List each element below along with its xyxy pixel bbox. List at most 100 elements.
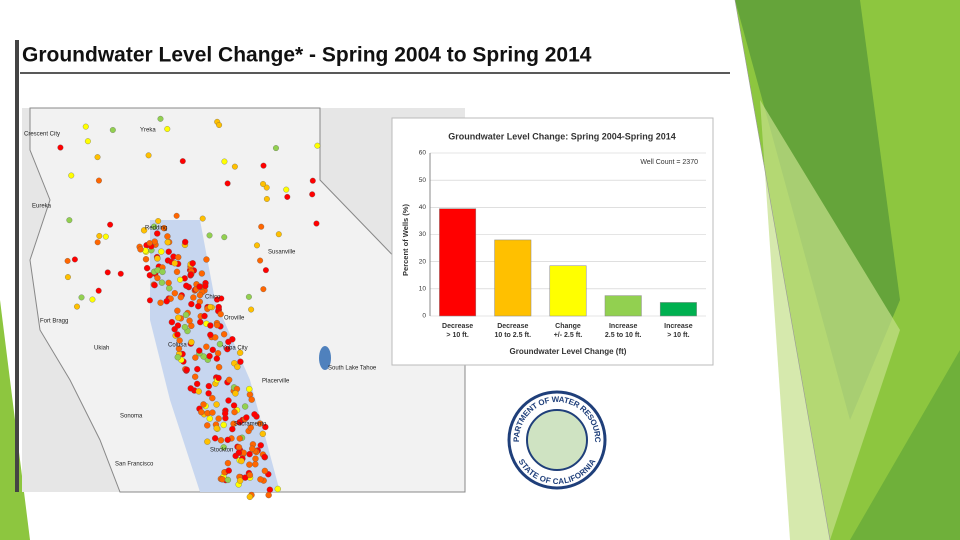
- map-label: Oroville: [224, 316, 245, 322]
- map-dot: [68, 172, 75, 179]
- map-dot: [260, 162, 267, 169]
- map-dot: [164, 126, 171, 132]
- map-dot: [209, 346, 216, 353]
- map-dot: [256, 420, 264, 427]
- map-dot: [154, 255, 161, 262]
- map-dot: [238, 457, 245, 465]
- map-label: Placerville: [262, 379, 290, 385]
- map-label: Susanville: [268, 250, 296, 256]
- map-dot: [160, 225, 168, 232]
- map-dot: [171, 290, 178, 297]
- map-dot: [309, 177, 316, 184]
- map-dot: [221, 234, 228, 241]
- map-dot: [96, 233, 103, 239]
- map-dot: [117, 270, 124, 277]
- map-dot: [177, 294, 184, 301]
- map-label: Eureka: [32, 204, 52, 210]
- map-dot: [231, 163, 238, 170]
- map-dot: [261, 467, 269, 475]
- map-dot: [158, 248, 165, 255]
- map-dot: [102, 233, 109, 240]
- map-dot: [284, 193, 291, 200]
- map-label: Crescent City: [24, 132, 60, 138]
- map-dot: [283, 186, 290, 193]
- map-dot: [174, 322, 182, 329]
- y-tick-label: 40: [419, 204, 427, 211]
- y-tick-label: 50: [419, 177, 427, 184]
- map-dot: [181, 323, 189, 331]
- map-dot: [71, 256, 78, 263]
- map-label: Fort Bragg: [40, 319, 68, 325]
- map-dot: [187, 385, 194, 392]
- map-dot: [220, 331, 228, 338]
- map-dot: [206, 232, 213, 239]
- map-dot: [173, 212, 180, 219]
- map-dot: [74, 303, 80, 310]
- map-dot: [158, 279, 166, 286]
- state-shape: [29, 107, 466, 493]
- map-dot: [215, 415, 222, 422]
- map-dot: [207, 322, 214, 329]
- map-dot: [206, 415, 213, 422]
- map-dot: [206, 352, 213, 360]
- map-dot: [157, 115, 164, 122]
- map-label: Ukiah: [94, 346, 109, 352]
- map-dot: [176, 337, 183, 344]
- map-dot: [249, 445, 256, 452]
- map-dot: [104, 269, 111, 276]
- map-dot: [207, 331, 214, 338]
- map-label: Sonoma: [120, 414, 143, 420]
- map-dot: [274, 485, 281, 493]
- map-dot: [171, 260, 178, 267]
- map-label: Redding: [145, 226, 167, 232]
- decor-triangle: [760, 100, 900, 540]
- map-dot: [196, 283, 203, 290]
- map-dot: [66, 217, 73, 224]
- y-axis-label: Percent of Wells (%): [401, 204, 410, 276]
- map-dot: [213, 355, 221, 362]
- map-dot: [175, 345, 183, 352]
- map-dot: [309, 191, 316, 198]
- valley: [150, 220, 280, 492]
- map-dot: [236, 435, 243, 442]
- map-dot: [192, 354, 199, 361]
- map-dot: [260, 181, 267, 187]
- map-dot: [146, 297, 153, 304]
- map-dot: [221, 158, 228, 165]
- map-dot: [84, 138, 91, 145]
- map-dot: [189, 260, 196, 267]
- map-dot: [193, 380, 201, 388]
- map-label: San Francisco: [115, 462, 154, 468]
- map-dot: [261, 453, 268, 461]
- map-dot: [154, 274, 161, 282]
- map-dot: [57, 144, 64, 151]
- map-dot: [273, 145, 279, 152]
- map-dot: [213, 401, 220, 408]
- y-tick-label: 0: [422, 313, 426, 320]
- map-dot: [165, 279, 172, 286]
- map-dot: [109, 127, 116, 133]
- map-dot: [199, 215, 206, 222]
- decor-triangle: [850, 350, 960, 540]
- y-tick-label: 20: [419, 258, 427, 265]
- map-dot: [146, 240, 153, 246]
- y-tick-label: 30: [419, 231, 427, 238]
- map-dot: [232, 390, 239, 397]
- map-dot: [150, 223, 158, 230]
- map-dot: [78, 294, 85, 301]
- x-tick-label: Decrease 10 to 2.5 ft.: [494, 323, 532, 339]
- map-dot: [237, 358, 244, 365]
- annotation: Well Count = 2370: [640, 159, 698, 166]
- map-dot: [275, 231, 282, 238]
- map-dot: [192, 373, 199, 380]
- map-dot: [163, 298, 170, 305]
- map-label: Yreka: [140, 128, 156, 134]
- map-dot: [188, 338, 195, 346]
- map-dot: [166, 285, 173, 292]
- map-dot: [182, 311, 190, 319]
- map-dot: [157, 299, 164, 306]
- map-dot: [64, 274, 71, 281]
- map-dot: [257, 257, 264, 264]
- map-dot: [159, 268, 166, 276]
- map-dot: [215, 363, 223, 371]
